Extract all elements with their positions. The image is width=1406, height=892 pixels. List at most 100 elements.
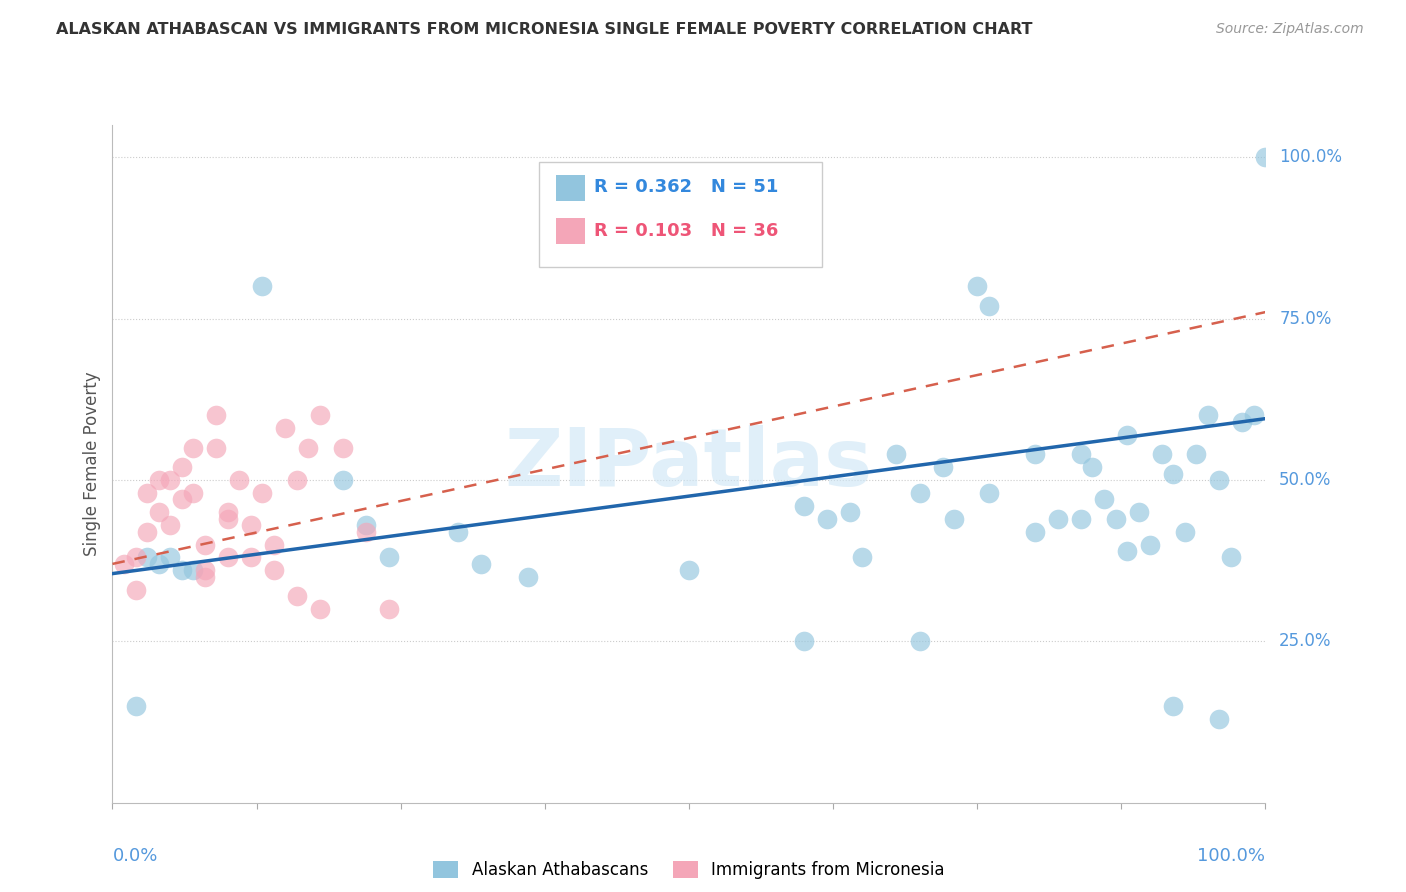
Point [793, 499, 815, 513]
Point [136, 486, 159, 500]
Point [977, 486, 1000, 500]
Text: 0.0%: 0.0% [112, 847, 157, 865]
Point [170, 563, 193, 577]
Point [332, 441, 354, 455]
Point [1104, 512, 1126, 526]
Point [931, 460, 953, 475]
Text: R = 0.362   N = 51: R = 0.362 N = 51 [595, 178, 779, 196]
Point [1024, 447, 1046, 461]
Point [1046, 512, 1069, 526]
Point [112, 557, 135, 571]
Point [1116, 544, 1139, 558]
Point [205, 409, 228, 423]
Point [297, 441, 319, 455]
Point [148, 473, 170, 487]
Point [205, 441, 228, 455]
Point [1232, 415, 1254, 429]
Text: R = 0.103   N = 36: R = 0.103 N = 36 [595, 221, 779, 240]
Point [354, 524, 377, 539]
Point [1161, 698, 1184, 713]
Text: 100.0%: 100.0% [1279, 148, 1343, 166]
Point [124, 698, 146, 713]
Point [378, 602, 401, 616]
FancyBboxPatch shape [538, 162, 821, 268]
Point [1197, 409, 1219, 423]
Point [354, 518, 377, 533]
Point [217, 550, 239, 565]
Point [908, 634, 931, 648]
Point [148, 505, 170, 519]
Point [285, 589, 308, 603]
Point [309, 602, 332, 616]
Point [217, 505, 239, 519]
Point [851, 550, 873, 565]
FancyBboxPatch shape [557, 218, 585, 244]
Point [1116, 427, 1139, 442]
Point [159, 518, 181, 533]
Text: Source: ZipAtlas.com: Source: ZipAtlas.com [1216, 22, 1364, 37]
Text: 50.0%: 50.0% [1279, 471, 1331, 489]
Point [148, 557, 170, 571]
Point [136, 524, 159, 539]
Point [1185, 447, 1208, 461]
Point [309, 409, 332, 423]
Point [815, 512, 838, 526]
Point [1243, 409, 1265, 423]
Point [908, 486, 931, 500]
Point [170, 492, 193, 507]
Point [252, 279, 274, 293]
Point [285, 473, 308, 487]
Point [977, 299, 1000, 313]
Point [516, 570, 538, 584]
Point [793, 634, 815, 648]
Point [252, 486, 274, 500]
Y-axis label: Single Female Poverty: Single Female Poverty [83, 372, 101, 556]
Point [378, 550, 401, 565]
Point [1081, 460, 1104, 475]
Point [194, 537, 217, 551]
Point [1174, 524, 1197, 539]
Point [1150, 447, 1173, 461]
Text: 75.0%: 75.0% [1279, 310, 1331, 327]
Point [1024, 524, 1046, 539]
Point [839, 505, 862, 519]
Point [470, 557, 492, 571]
Point [170, 460, 193, 475]
Point [447, 524, 470, 539]
Point [181, 486, 204, 500]
Point [1208, 712, 1230, 726]
Point [263, 537, 285, 551]
FancyBboxPatch shape [557, 175, 585, 201]
Point [274, 421, 297, 435]
Point [181, 441, 204, 455]
Point [194, 563, 217, 577]
Text: ALASKAN ATHABASCAN VS IMMIGRANTS FROM MICRONESIA SINGLE FEMALE POVERTY CORRELATI: ALASKAN ATHABASCAN VS IMMIGRANTS FROM MI… [56, 22, 1033, 37]
Point [966, 279, 988, 293]
Point [159, 550, 181, 565]
Point [136, 550, 159, 565]
Point [1128, 505, 1150, 519]
Text: 100.0%: 100.0% [1198, 847, 1265, 865]
Point [1254, 150, 1277, 164]
Point [124, 582, 146, 597]
Point [194, 570, 217, 584]
Point [159, 473, 181, 487]
Point [263, 563, 285, 577]
Point [886, 447, 908, 461]
Point [239, 550, 262, 565]
Point [124, 550, 146, 565]
Legend: Alaskan Athabascans, Immigrants from Micronesia: Alaskan Athabascans, Immigrants from Mic… [426, 855, 952, 886]
Point [1070, 512, 1092, 526]
Point [943, 512, 966, 526]
Point [239, 518, 262, 533]
Point [1208, 473, 1230, 487]
Point [1092, 492, 1115, 507]
Point [1219, 550, 1241, 565]
Text: 25.0%: 25.0% [1279, 632, 1331, 650]
Point [678, 563, 700, 577]
Point [181, 563, 204, 577]
Point [1070, 447, 1092, 461]
Point [1139, 537, 1161, 551]
Point [228, 473, 250, 487]
Point [332, 473, 354, 487]
